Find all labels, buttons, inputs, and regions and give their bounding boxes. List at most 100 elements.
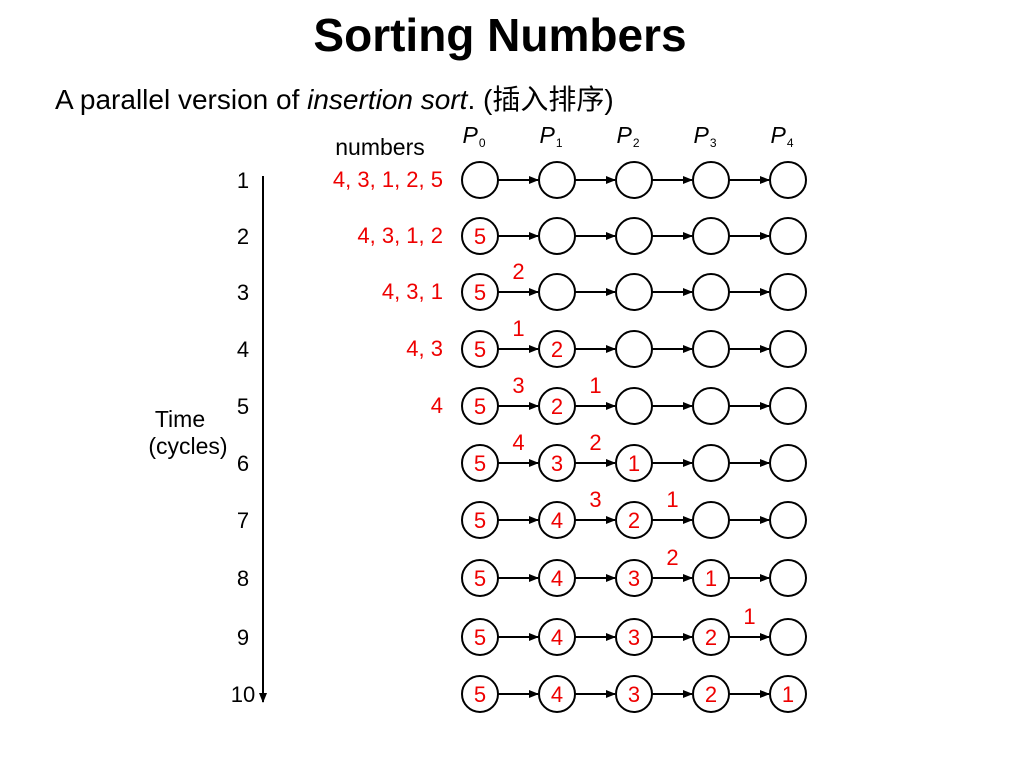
processor-label-0: P0 bbox=[462, 122, 485, 150]
processor-node bbox=[538, 501, 576, 539]
in-transit-value: 1 bbox=[589, 373, 601, 398]
processor-node bbox=[538, 217, 576, 255]
processor-node bbox=[615, 387, 653, 425]
processor-node bbox=[692, 501, 730, 539]
stored-value: 2 bbox=[551, 394, 563, 419]
remaining-numbers: 4, 3 bbox=[406, 336, 443, 361]
processor-node bbox=[769, 217, 807, 255]
processor-node bbox=[692, 618, 730, 656]
processor-node bbox=[461, 217, 499, 255]
in-transit-value: 1 bbox=[743, 604, 755, 629]
processor-label-4: P4 bbox=[770, 122, 793, 150]
cycle-number: 10 bbox=[231, 682, 255, 707]
processor-node bbox=[769, 330, 807, 368]
cycle-number: 5 bbox=[237, 394, 249, 419]
processor-node bbox=[769, 618, 807, 656]
cycle-row: 10 5 4 3 2 1 bbox=[231, 675, 807, 713]
processor-node bbox=[615, 217, 653, 255]
cycle-row: 1 4, 3, 1, 2, 5 bbox=[237, 161, 807, 199]
processor-node bbox=[461, 273, 499, 311]
stored-value: 2 bbox=[705, 625, 717, 650]
subtitle-suffix: . (插入排序) bbox=[467, 84, 614, 115]
processor-node bbox=[769, 387, 807, 425]
in-transit-value: 3 bbox=[589, 487, 601, 512]
cycle-row: 7 5 4 2 3 1 bbox=[237, 487, 807, 539]
stored-value: 1 bbox=[628, 451, 640, 476]
stored-value: 1 bbox=[705, 566, 717, 591]
page-title: Sorting Numbers bbox=[313, 9, 687, 61]
processor-node bbox=[538, 444, 576, 482]
stored-value: 5 bbox=[474, 224, 486, 249]
remaining-numbers: 4, 3, 1, 2 bbox=[357, 223, 443, 248]
cycle-number: 9 bbox=[237, 625, 249, 650]
remaining-numbers: 4, 3, 1 bbox=[382, 279, 443, 304]
processor-node bbox=[461, 161, 499, 199]
processor-node bbox=[615, 675, 653, 713]
stored-value: 2 bbox=[705, 682, 717, 707]
processor-node bbox=[769, 273, 807, 311]
processor-node bbox=[615, 618, 653, 656]
processor-node bbox=[461, 387, 499, 425]
cycle-row: 6 5 3 1 4 2 bbox=[237, 430, 807, 482]
processor-node bbox=[461, 559, 499, 597]
in-transit-value: 1 bbox=[512, 316, 524, 341]
processor-node bbox=[692, 387, 730, 425]
cycle-number: 6 bbox=[237, 451, 249, 476]
processor-node bbox=[692, 330, 730, 368]
stored-value: 4 bbox=[551, 682, 563, 707]
subtitle-emphasis: insertion sort bbox=[307, 84, 468, 115]
stored-value: 3 bbox=[628, 625, 640, 650]
processor-node bbox=[769, 501, 807, 539]
processor-node bbox=[538, 387, 576, 425]
cycle-row: 4 4, 3 5 2 1 bbox=[237, 316, 807, 368]
cycle-number: 1 bbox=[237, 168, 249, 193]
processor-node bbox=[615, 501, 653, 539]
in-transit-value: 1 bbox=[666, 487, 678, 512]
time-label-line1: Time bbox=[155, 406, 205, 432]
processor-label-2: P2 bbox=[616, 122, 639, 150]
processor-node bbox=[538, 675, 576, 713]
processor-node bbox=[461, 501, 499, 539]
cycle-number: 3 bbox=[237, 280, 249, 305]
processor-node bbox=[538, 559, 576, 597]
remaining-numbers: 4 bbox=[431, 393, 443, 418]
stored-value: 5 bbox=[474, 625, 486, 650]
processor-node bbox=[615, 444, 653, 482]
processor-node bbox=[461, 675, 499, 713]
time-label-line2: (cycles) bbox=[148, 433, 227, 459]
processor-node bbox=[615, 330, 653, 368]
processor-node bbox=[538, 330, 576, 368]
cycle-row: 2 4, 3, 1, 2 5 bbox=[237, 217, 807, 255]
stored-value: 5 bbox=[474, 682, 486, 707]
processor-node bbox=[461, 618, 499, 656]
stored-value: 5 bbox=[474, 394, 486, 419]
remaining-numbers: 4, 3, 1, 2, 5 bbox=[333, 167, 443, 192]
processor-node bbox=[692, 161, 730, 199]
stored-value: 5 bbox=[474, 451, 486, 476]
in-transit-value: 2 bbox=[512, 259, 524, 284]
in-transit-value: 2 bbox=[589, 430, 601, 455]
processor-node bbox=[692, 444, 730, 482]
processor-node bbox=[615, 161, 653, 199]
numbers-header: numbers bbox=[335, 134, 424, 160]
processor-node bbox=[769, 161, 807, 199]
processor-node bbox=[461, 444, 499, 482]
stored-value: 4 bbox=[551, 625, 563, 650]
stored-value: 2 bbox=[628, 508, 640, 533]
stored-value: 5 bbox=[474, 280, 486, 305]
stored-value: 4 bbox=[551, 508, 563, 533]
cycle-row: 3 4, 3, 1 5 2 bbox=[237, 259, 807, 311]
subtitle: A parallel version of insertion sort. (插… bbox=[55, 78, 614, 118]
processor-label-1: P1 bbox=[539, 122, 562, 150]
processor-node bbox=[692, 559, 730, 597]
subtitle-prefix: A parallel version of bbox=[55, 84, 308, 115]
in-transit-value: 4 bbox=[512, 430, 524, 455]
processor-node bbox=[461, 330, 499, 368]
processor-node bbox=[615, 559, 653, 597]
processor-node bbox=[692, 675, 730, 713]
processor-node bbox=[692, 217, 730, 255]
processor-label-3: P3 bbox=[693, 122, 716, 150]
cycle-number: 8 bbox=[237, 566, 249, 591]
stored-value: 1 bbox=[782, 682, 794, 707]
